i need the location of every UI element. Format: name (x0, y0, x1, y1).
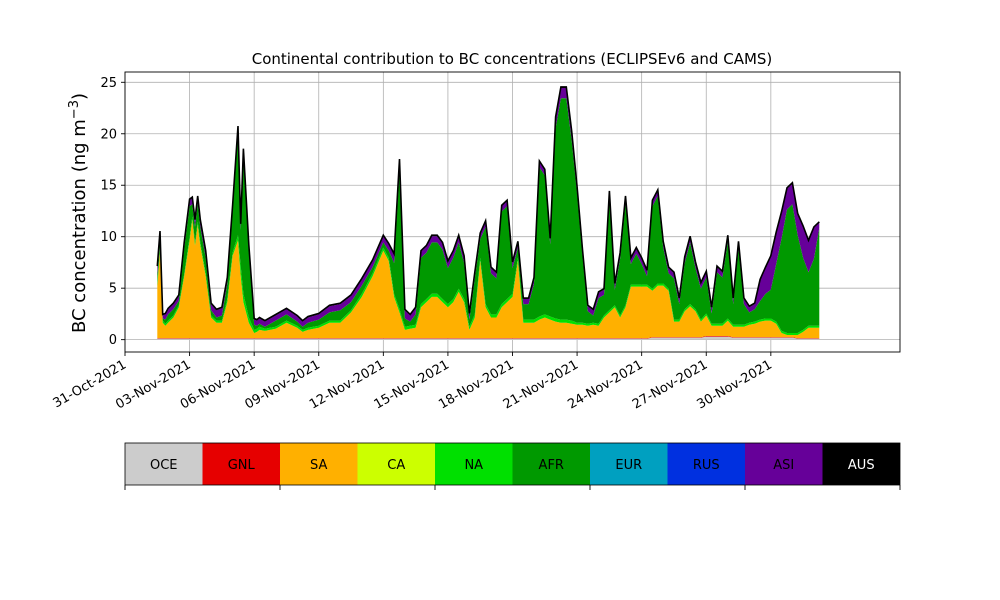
legend-swatch-na (435, 443, 513, 485)
area-series-na (157, 216, 820, 335)
legend-swatch-ca (357, 443, 435, 485)
area-series-sa (157, 219, 820, 339)
area-series-asi (157, 88, 820, 327)
y-axis-label-main: BC concentration (ng m (69, 119, 90, 333)
y-tick-label: 20 (100, 127, 117, 142)
total-line (156, 86, 820, 322)
legend-label-ca: CA (387, 458, 405, 473)
legend-swatch-gnl (202, 443, 280, 485)
area-series-gnl (157, 336, 820, 339)
legend-label-eur: EUR (615, 458, 642, 473)
y-axis-label-close: ) (69, 93, 90, 100)
area-series-oce (157, 336, 820, 340)
area-series-afr (157, 98, 820, 333)
plot-area: 051015202531-Oct-202103-Nov-202106-Nov-2… (51, 71, 901, 412)
y-axis-label: BC concentration (ng m−3) (67, 93, 90, 333)
legend-swatch-afr (512, 443, 590, 485)
legend: OCE GNL SA CA NA AFR EUR RUS ASI AUS (124, 442, 901, 490)
legend-label-gnl: GNL (228, 458, 256, 473)
legend-swatch-oce (125, 443, 203, 485)
legend-swatch-eur (590, 443, 668, 485)
legend-frame (124, 442, 901, 486)
legend-label-oce: OCE (150, 458, 178, 473)
legend-label-na: NA (464, 458, 483, 473)
y-tick-label: 15 (100, 179, 117, 194)
legend-label-afr: AFR (539, 458, 564, 473)
legend-label-asi: ASI (773, 458, 794, 473)
y-axis-label-superscript: −3 (67, 100, 82, 119)
y-tick-label: 5 (109, 282, 117, 297)
legend-label-sa: SA (310, 458, 327, 473)
legend-swatch-sa (280, 443, 358, 485)
y-tick-label: 25 (100, 76, 117, 91)
legend-label-aus: AUS (848, 458, 875, 473)
legend-label-rus: RUS (693, 458, 720, 473)
y-tick-label: 10 (100, 230, 117, 245)
y-tick-label: 0 (109, 333, 117, 348)
chart-title: Continental contribution to BC concentra… (252, 50, 773, 68)
legend-swatch-asi (745, 443, 823, 485)
legend-swatch-aus (822, 443, 900, 485)
legend-swatch-rus (667, 443, 745, 485)
